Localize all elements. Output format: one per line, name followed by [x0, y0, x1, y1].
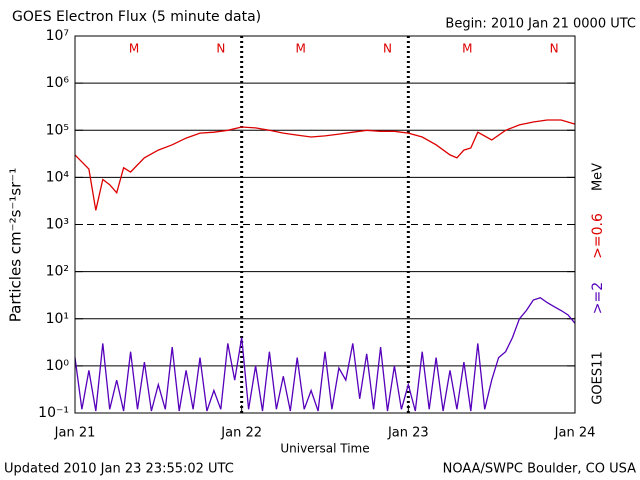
footer-left: Updated 2010 Jan 23 23:55:02 UTC [4, 462, 234, 477]
y-axis-label: Particles cm⁻²s⁻¹sr⁻¹ [7, 168, 25, 322]
series-line [74, 296, 576, 412]
x-tick-label: Jan 22 [220, 426, 262, 441]
y-tick-label: 10⁶ [46, 75, 70, 91]
chart-subtitle: Begin: 2010 Jan 21 0000 UTC [445, 17, 636, 32]
annotation: N [383, 42, 392, 56]
y-tick-label: 10² [46, 264, 69, 280]
x-tick-label: Jan 24 [554, 426, 596, 441]
legend-entry: >=0.6 [590, 213, 606, 259]
annotation: M [462, 42, 472, 56]
y-tick-label: 10³ [46, 217, 69, 233]
annotation: M [296, 42, 306, 56]
x-axis-label: Universal Time [280, 442, 369, 456]
satellite-label: GOES11 [591, 351, 606, 404]
x-tick-label: Jan 21 [54, 426, 96, 441]
series-line [74, 119, 576, 211]
y-tick-label: 10⁷ [46, 28, 69, 44]
chart-title: GOES Electron Flux (5 minute data) [12, 9, 261, 25]
annotation: N [550, 42, 559, 56]
annotation: M [129, 42, 139, 56]
x-tick-label: Jan 23 [387, 426, 429, 441]
footer-right: NOAA/SWPC Boulder, CO USA [443, 462, 636, 477]
y-tick-label: 10⁴ [46, 169, 70, 185]
y-tick-label: 10⁵ [46, 122, 69, 138]
units-label: MeV [591, 163, 606, 191]
y-tick-label: 10⁻¹ [38, 405, 69, 421]
legend-entry: >=2 [590, 282, 606, 314]
annotation: N [216, 42, 225, 56]
y-tick-label: 10⁰ [46, 358, 70, 374]
y-tick-label: 10¹ [46, 311, 69, 327]
plot-frame [74, 35, 576, 414]
